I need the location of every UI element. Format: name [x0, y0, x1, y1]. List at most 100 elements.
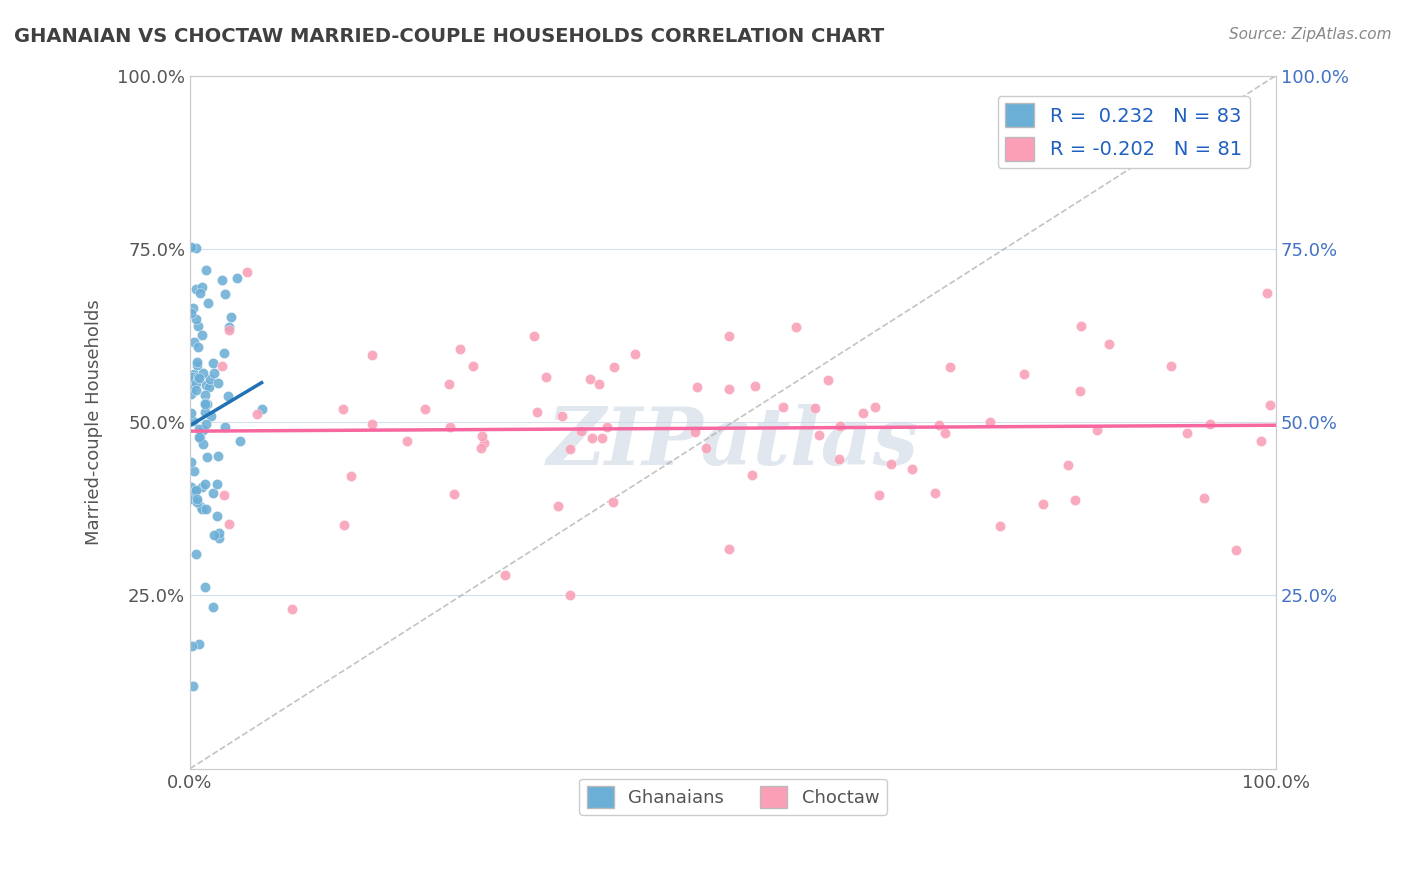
- Y-axis label: Married-couple Households: Married-couple Households: [86, 299, 103, 545]
- Point: [803, 401, 825, 415]
- Point: [195, 262, 218, 277]
- Point: [195, 450, 218, 465]
- Point: [180, 406, 202, 420]
- Point: [187, 637, 209, 651]
- Point: [200, 409, 222, 424]
- Point: [190, 480, 212, 494]
- Point: [250, 401, 273, 416]
- Point: [218, 320, 240, 334]
- Point: [558, 442, 581, 457]
- Point: [181, 679, 204, 693]
- Point: [534, 370, 557, 384]
- Point: [979, 415, 1001, 429]
- Point: [569, 424, 592, 438]
- Point: [217, 389, 239, 403]
- Point: [686, 380, 709, 394]
- Point: [1085, 423, 1108, 437]
- Point: [1057, 458, 1080, 472]
- Point: [1160, 359, 1182, 374]
- Point: [523, 329, 546, 343]
- Point: [934, 425, 956, 440]
- Point: [551, 409, 574, 423]
- Point: [494, 567, 516, 582]
- Point: [186, 491, 208, 506]
- Point: [190, 500, 212, 515]
- Point: [180, 480, 202, 494]
- Point: [184, 383, 207, 397]
- Point: [928, 418, 950, 433]
- Point: [695, 442, 717, 456]
- Point: [828, 419, 851, 434]
- Point: [1064, 492, 1087, 507]
- Point: [186, 241, 208, 255]
- Point: [183, 367, 205, 381]
- Point: [186, 358, 208, 372]
- Point: [1098, 336, 1121, 351]
- Point: [184, 376, 207, 390]
- Point: [581, 432, 603, 446]
- Point: [219, 310, 242, 324]
- Text: ZIPatlas: ZIPatlas: [547, 404, 920, 482]
- Point: [207, 525, 229, 540]
- Point: [413, 402, 436, 417]
- Point: [191, 366, 214, 380]
- Point: [181, 372, 204, 386]
- Point: [181, 301, 204, 316]
- Text: Source: ZipAtlas.com: Source: ZipAtlas.com: [1229, 27, 1392, 42]
- Point: [212, 488, 235, 502]
- Point: [211, 272, 233, 286]
- Point: [1256, 285, 1278, 300]
- Point: [1194, 491, 1216, 505]
- Point: [339, 468, 361, 483]
- Point: [187, 340, 209, 354]
- Point: [1258, 398, 1281, 412]
- Point: [360, 417, 382, 431]
- Point: [214, 346, 236, 360]
- Point: [214, 419, 236, 434]
- Point: [591, 431, 613, 445]
- Point: [1250, 434, 1272, 449]
- Point: [198, 380, 221, 394]
- Point: [439, 420, 461, 434]
- Point: [603, 359, 626, 374]
- Point: [194, 580, 217, 594]
- Point: [558, 588, 581, 602]
- Point: [472, 435, 495, 450]
- Point: [588, 377, 610, 392]
- Point: [186, 312, 208, 326]
- Point: [181, 370, 204, 384]
- Point: [184, 547, 207, 561]
- Point: [180, 387, 202, 401]
- Point: [184, 282, 207, 296]
- Point: [211, 359, 233, 373]
- Point: [717, 541, 740, 556]
- Point: [395, 434, 418, 448]
- Point: [184, 484, 207, 499]
- Point: [201, 355, 224, 369]
- Point: [181, 414, 204, 428]
- Point: [924, 485, 946, 500]
- Point: [194, 477, 217, 491]
- Legend: Ghanaians, Choctaw: Ghanaians, Choctaw: [579, 779, 887, 815]
- Point: [1032, 497, 1054, 511]
- Point: [361, 348, 384, 362]
- Point: [191, 280, 214, 294]
- Point: [218, 323, 240, 337]
- Point: [183, 464, 205, 478]
- Point: [202, 367, 225, 381]
- Point: [207, 376, 229, 390]
- Point: [1175, 426, 1198, 441]
- Point: [194, 395, 217, 409]
- Point: [186, 483, 208, 498]
- Point: [208, 532, 231, 546]
- Point: [281, 602, 304, 616]
- Point: [191, 437, 214, 451]
- Point: [718, 329, 741, 343]
- Point: [807, 428, 830, 442]
- Point: [188, 285, 211, 300]
- Point: [183, 335, 205, 350]
- Point: [236, 265, 259, 279]
- Point: [547, 500, 569, 514]
- Point: [187, 370, 209, 384]
- Point: [180, 492, 202, 507]
